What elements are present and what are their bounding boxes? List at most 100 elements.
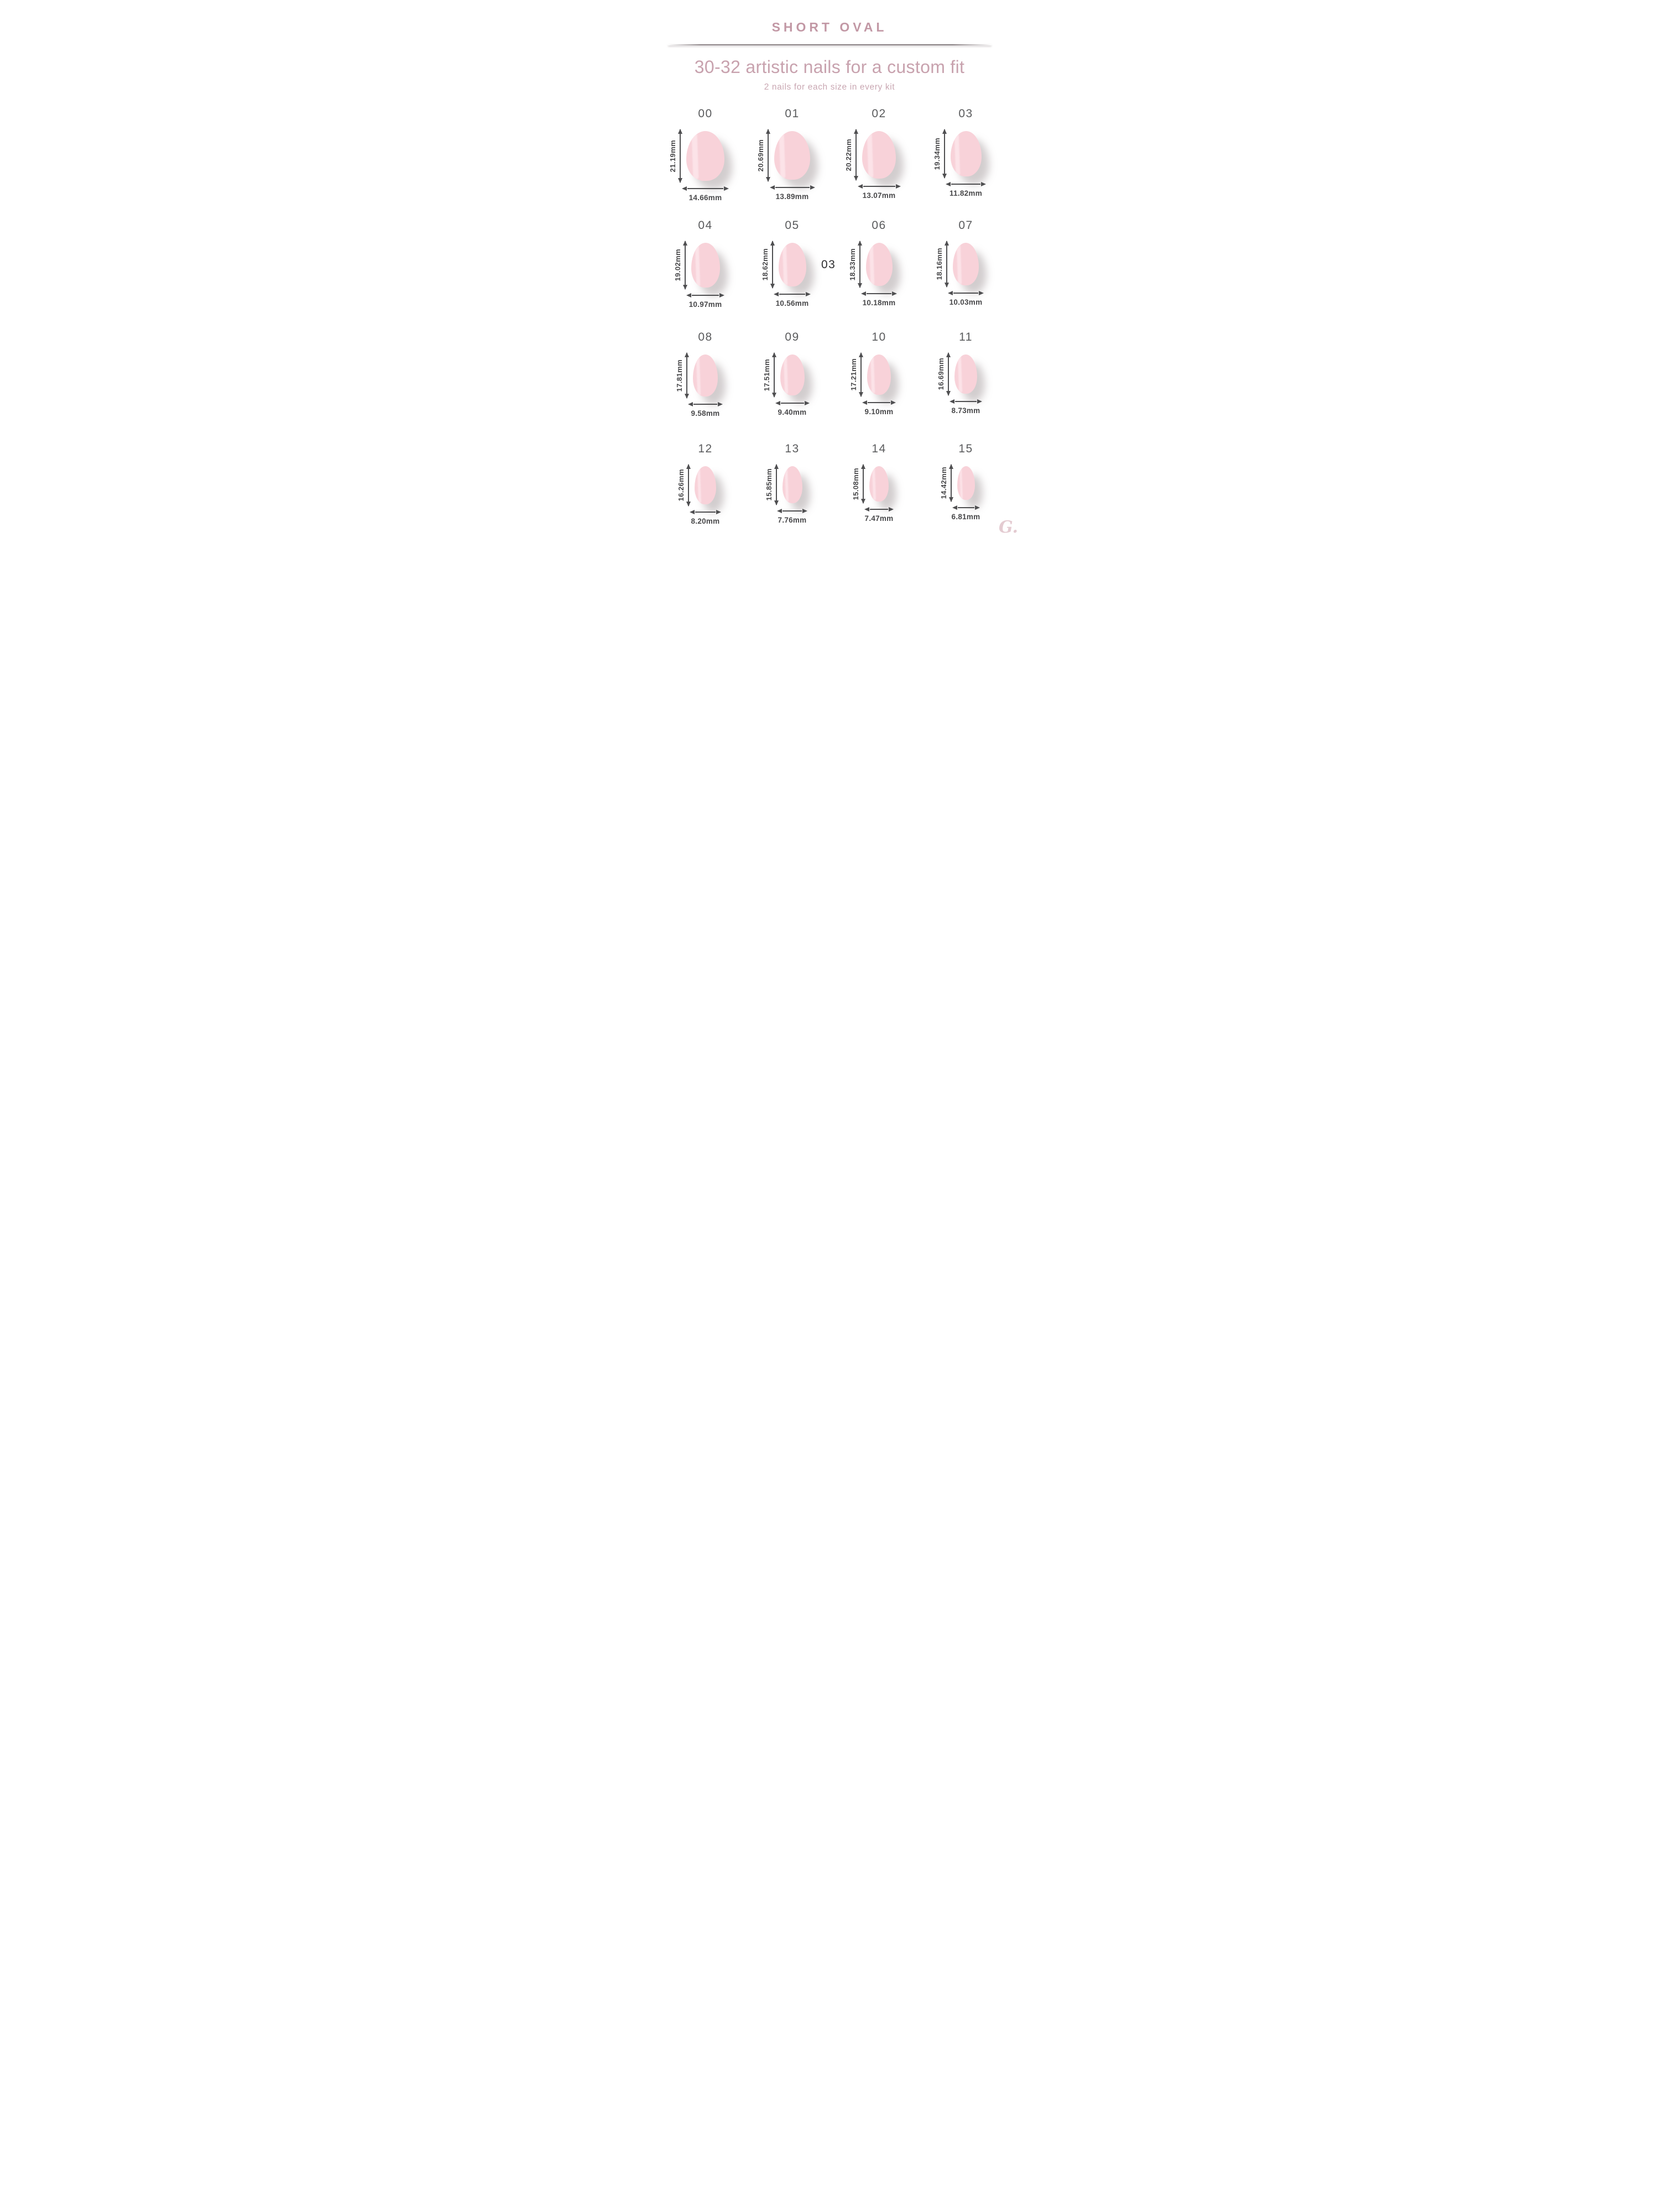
nail-size-cell: 10 17.21mm 9.10mm <box>836 330 922 442</box>
nail-illustration <box>778 243 806 286</box>
length-measurement: 18.16mm <box>935 241 947 287</box>
length-arrow-icon <box>688 465 689 506</box>
nail-highlight <box>782 243 787 286</box>
length-arrow-icon <box>860 353 862 397</box>
length-measurement: 18.33mm <box>848 241 860 288</box>
nail-figure: 21.19mm 14.66mm <box>669 129 724 202</box>
nail-highlight <box>867 132 873 178</box>
width-label: 8.20mm <box>691 517 720 525</box>
length-measurement: 17.81mm <box>675 353 687 398</box>
nail-illustration <box>950 131 982 176</box>
width-label: 8.73mm <box>951 406 980 415</box>
length-label: 18.16mm <box>935 248 943 280</box>
length-label: 17.81mm <box>675 359 684 392</box>
nail-wrapper: 16.69mm <box>937 353 977 395</box>
nail-illustration <box>953 243 979 285</box>
nail-highlight <box>959 467 963 499</box>
width-label: 7.47mm <box>864 514 894 523</box>
nail-figure: 19.02mm 10.97mm <box>674 241 722 309</box>
nail-illustration <box>869 466 889 502</box>
length-measurement: 17.21mm <box>849 353 862 397</box>
nail-figure: 18.62mm 10.56mm <box>761 241 809 307</box>
length-measurement: 15.08mm <box>852 465 864 503</box>
width-arrow-icon <box>955 401 977 402</box>
nail-wrapper: 18.16mm <box>935 241 979 287</box>
width-label: 13.07mm <box>862 191 896 200</box>
width-label: 9.58mm <box>691 409 720 418</box>
nail-figure: 20.69mm 13.89mm <box>757 129 810 201</box>
nail-highlight <box>696 355 701 396</box>
nail-highlight <box>779 132 786 179</box>
width-label: 9.10mm <box>864 408 894 416</box>
length-label: 18.62mm <box>760 248 769 281</box>
nail-highlight <box>785 467 789 503</box>
nail-size-cell: 01 20.69mm 13.89mm <box>749 107 836 218</box>
nail-wrapper: 19.34mm <box>933 129 982 178</box>
nail-size-cell: 05 18.62mm 10.56mm <box>749 218 836 330</box>
nail-figure: 18.16mm 10.03mm <box>935 241 983 306</box>
nail-illustration <box>774 131 810 180</box>
size-number-label: 03 <box>958 107 973 120</box>
nail-wrapper: 14.42mm <box>940 465 975 502</box>
width-arrow-icon <box>868 402 890 403</box>
size-number-label: 05 <box>785 219 800 232</box>
nail-size-cell: 02 20.22mm 13.07mm <box>836 107 922 218</box>
nail-illustration <box>693 354 718 397</box>
nail-size-cell: 07 18.16mm 10.03mm <box>922 218 1009 330</box>
nail-size-cell: 15 14.42mm 6.81mm <box>922 442 1009 553</box>
length-measurement: 16.69mm <box>937 353 949 395</box>
nail-wrapper: 21.19mm <box>669 129 724 182</box>
size-number-label: 10 <box>872 331 886 343</box>
nail-size-cell: 03 19.34mm 11.82mm <box>922 107 1009 218</box>
nail-figure: 17.51mm 9.40mm <box>763 353 807 416</box>
nail-figure: 17.21mm 9.10mm <box>849 353 894 416</box>
nail-wrapper: 17.51mm <box>763 353 805 397</box>
length-label: 18.33mm <box>848 248 857 281</box>
width-arrow-icon <box>693 404 717 405</box>
nail-wrapper: 19.02mm <box>674 241 720 289</box>
length-measurement: 21.19mm <box>669 129 681 182</box>
nail-size-cell: 06 18.33mm 10.18mm <box>836 218 922 330</box>
width-arrow-icon <box>780 403 804 404</box>
length-label: 20.69mm <box>757 139 765 172</box>
length-arrow-icon <box>863 465 864 503</box>
length-measurement: 20.22mm <box>844 129 857 180</box>
nail-highlight <box>872 467 876 501</box>
nail-figure: 19.34mm 11.82mm <box>933 129 982 197</box>
nail-figure: 15.85mm 7.76mm <box>765 465 807 524</box>
nail-highlight <box>695 243 701 287</box>
nail-wrapper: 17.21mm <box>849 353 891 397</box>
nail-illustration <box>862 131 896 179</box>
length-measurement: 14.42mm <box>940 465 952 502</box>
width-arrow-icon <box>695 512 716 513</box>
size-number-label: 12 <box>698 442 713 455</box>
length-arrow-icon <box>775 465 777 505</box>
nail-size-cell: 04 19.02mm 10.97mm <box>662 218 749 330</box>
size-number-label: 14 <box>872 442 886 455</box>
nail-wrapper: 15.08mm <box>852 465 889 503</box>
width-arrow-icon <box>782 510 802 512</box>
nail-illustration <box>691 243 720 288</box>
length-label: 17.51mm <box>762 358 771 392</box>
main-heading: 30-32 artistic nails for a custom fit <box>694 57 965 77</box>
width-label: 14.66mm <box>688 194 722 202</box>
nail-size-cell: 11 16.69mm 8.73mm <box>922 330 1009 442</box>
nail-highlight <box>870 355 875 394</box>
nail-highlight <box>954 132 961 176</box>
length-label: 16.26mm <box>677 469 685 502</box>
nail-size-cell: 13 15.85mm 7.76mm <box>749 442 836 553</box>
length-measurement: 16.26mm <box>677 465 689 506</box>
stray-size-annotation: 03 <box>821 258 836 271</box>
nail-figure: 15.08mm 7.47mm <box>852 465 894 523</box>
nail-highlight <box>869 243 875 285</box>
size-number-label: 06 <box>872 219 886 232</box>
length-label: 15.85mm <box>764 468 773 501</box>
size-number-label: 07 <box>958 219 973 232</box>
nail-illustration <box>780 354 805 395</box>
nail-figure: 17.81mm 9.58mm <box>675 353 720 418</box>
nail-illustration <box>867 354 891 395</box>
width-label: 9.40mm <box>778 408 807 416</box>
nail-wrapper: 17.81mm <box>675 353 718 398</box>
nail-figure: 16.26mm 8.20mm <box>677 465 720 525</box>
width-label: 10.18mm <box>862 299 896 307</box>
